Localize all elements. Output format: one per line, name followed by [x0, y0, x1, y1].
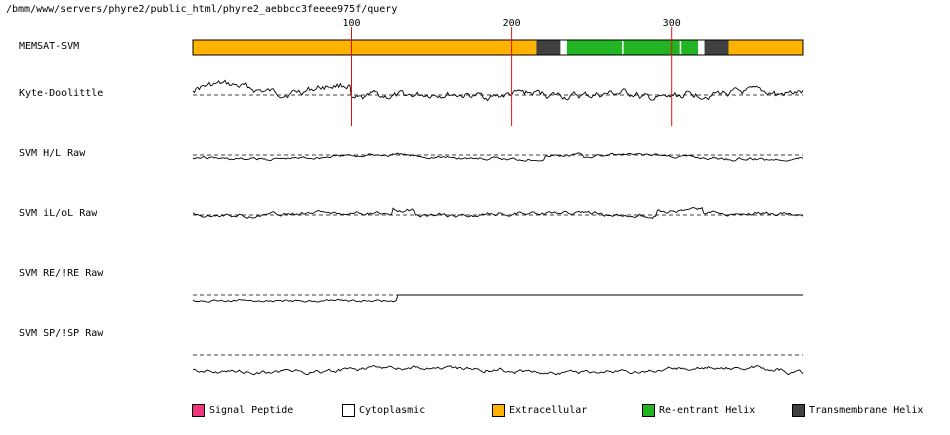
svm-hl-trace — [192, 152, 804, 162]
topology-plot: 100 200 300 — [192, 18, 804, 376]
legend-swatch-transmembrane-helix — [792, 404, 805, 417]
ruler-tick-label: 300 — [663, 18, 681, 29]
legend-item-re-entrant-helix: Re-entrant Helix — [642, 404, 755, 417]
legend-item-cytoplasmic: Cytoplasmic — [342, 404, 425, 417]
memsat-segment — [728, 40, 803, 55]
memsat-segment — [536, 40, 561, 55]
legend-item-signal-peptide: Signal Peptide — [192, 404, 293, 417]
legend-item-transmembrane-helix: Transmembrane Helix — [792, 404, 923, 417]
memsat-separator — [679, 41, 682, 54]
ruler-tick-label: 200 — [503, 18, 521, 29]
track-label-svm-hl: SVM H/L Raw — [19, 148, 86, 159]
kyte-doolittle-trace — [192, 79, 804, 102]
legend-label: Cytoplasmic — [359, 405, 426, 416]
legend-swatch-extracellular — [492, 404, 505, 417]
memsat-segment — [704, 40, 729, 55]
memsat-segment — [560, 40, 567, 55]
svm-reire-trace — [192, 294, 803, 303]
legend-label: Re-entrant Helix — [659, 405, 756, 416]
legend-swatch-re-entrant-helix — [642, 404, 655, 417]
track-label-svm-ilol: SVM iL/oL Raw — [19, 208, 98, 219]
memsat-separator — [622, 41, 624, 54]
legend-label: Signal Peptide — [209, 405, 294, 416]
track-label-svm-spisp: SVM SP/!SP Raw — [19, 328, 104, 339]
legend-swatch-signal-peptide — [192, 404, 205, 417]
svm-spisp-trace — [192, 365, 804, 376]
file-path: /bmm/www/servers/phyre2/public_html/phyr… — [6, 4, 398, 15]
legend-swatch-cytoplasmic — [342, 404, 355, 417]
svm-ilol-trace — [192, 206, 804, 219]
track-label-memsat: MEMSAT-SVM — [19, 41, 80, 52]
memsat-segment — [193, 40, 537, 55]
track-label-kyte-doolittle: Kyte-Doolittle — [19, 88, 104, 99]
legend-label: Transmembrane Helix — [809, 405, 924, 416]
legend-label: Extracellular — [509, 405, 588, 416]
memsat-segment — [566, 40, 699, 55]
legend-item-extracellular: Extracellular — [492, 404, 587, 417]
track-label-svm-reire: SVM RE/!RE Raw — [19, 268, 104, 279]
ruler-tick-label: 100 — [342, 18, 360, 29]
memsat-segment — [698, 40, 705, 55]
memsat-bar-outline — [192, 39, 804, 56]
legend: Signal Peptide Cytoplasmic Extracellular… — [0, 404, 950, 424]
